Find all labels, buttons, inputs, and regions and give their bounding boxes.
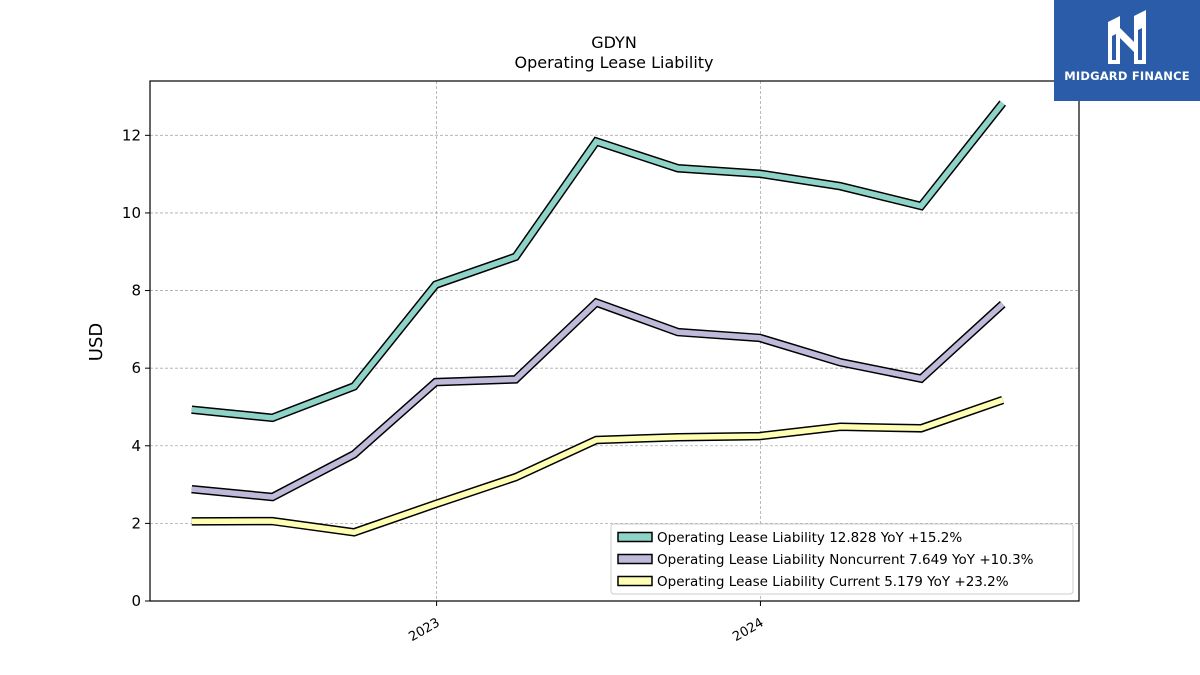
legend-swatch bbox=[617, 553, 653, 565]
y-tick-label: 2 bbox=[131, 514, 141, 532]
plot-frame bbox=[149, 80, 1080, 602]
y-axis-label: USD bbox=[86, 323, 107, 361]
y-tick-label: 4 bbox=[131, 437, 141, 455]
legend-entry: Operating Lease Liability Noncurrent 7.6… bbox=[657, 552, 1034, 568]
series-lines bbox=[191, 100, 1007, 537]
chart-title: GDYN bbox=[591, 33, 637, 52]
y-tick-label: 0 bbox=[131, 592, 141, 610]
legend-swatch bbox=[617, 531, 653, 543]
y-tick-label: 12 bbox=[122, 126, 141, 144]
y-tick-label: 6 bbox=[131, 359, 141, 377]
x-tick-label: 2024 bbox=[730, 615, 766, 645]
legend-entry: Operating Lease Liability 12.828 YoY +15… bbox=[657, 530, 962, 546]
series-line-1 bbox=[191, 101, 1005, 421]
legend-entry: Operating Lease Liability Current 5.179 … bbox=[657, 574, 1009, 590]
midgard-finance-logo: MIDGARD FINANCE bbox=[1054, 0, 1200, 101]
legend-swatch bbox=[617, 575, 653, 587]
logo-text: MIDGARD FINANCE bbox=[1064, 69, 1190, 83]
series-line-3 bbox=[191, 397, 1004, 536]
legend-box bbox=[610, 523, 1074, 595]
x-tick-label: 2023 bbox=[406, 615, 442, 645]
y-tick-label: 10 bbox=[122, 204, 141, 222]
y-tick-label: 8 bbox=[131, 282, 141, 300]
chart-subtitle: Operating Lease Liability bbox=[514, 53, 713, 72]
midgard-logo-icon bbox=[1108, 10, 1146, 64]
series-outline-3 bbox=[191, 395, 1005, 537]
series-line-2 bbox=[191, 299, 1005, 500]
legend: Operating Lease Liability 12.828 YoY +15… bbox=[610, 523, 1074, 595]
